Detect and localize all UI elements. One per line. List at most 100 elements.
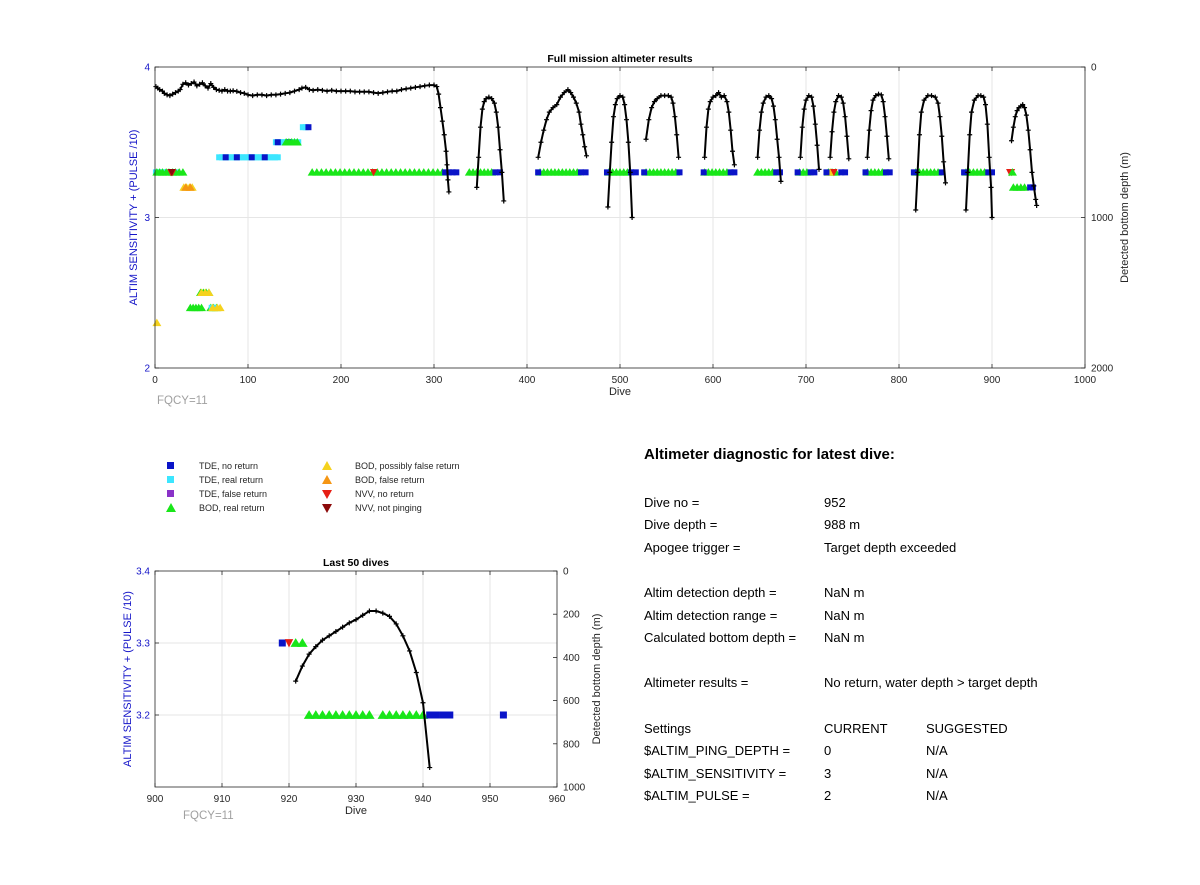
depth-point — [724, 99, 730, 105]
depth-point — [676, 154, 682, 160]
depth-point — [446, 189, 452, 195]
marker-bod-real-return — [178, 168, 188, 176]
diagnostic-panel: Altimeter diagnostic for latest dive: Di… — [644, 446, 1184, 816]
marker-tde-no-return — [582, 169, 589, 176]
depth-point — [1031, 183, 1037, 189]
marker-tde-no-return — [222, 154, 229, 161]
depth-point — [731, 162, 737, 168]
depth-point — [612, 102, 618, 108]
marker-tde-no-return — [499, 711, 507, 719]
depth-point — [868, 108, 874, 114]
depth-point — [580, 132, 586, 138]
legend-marker — [167, 490, 174, 497]
depth-point — [873, 93, 879, 99]
depth-point — [840, 100, 846, 106]
depth-point — [438, 105, 444, 111]
marker-tde-no-return — [823, 169, 830, 176]
marker-tde-no-return — [261, 154, 268, 161]
depth-point — [202, 83, 208, 89]
marker-tde-no-return — [961, 169, 968, 176]
marker-tde-no-return — [577, 169, 584, 176]
legend-label: TDE, false return — [199, 489, 268, 499]
diag-label-dive-depth: Dive depth = — [644, 517, 718, 532]
marker-nvv-no-return — [830, 169, 838, 177]
depth-point — [943, 180, 948, 186]
depth-point — [876, 91, 882, 97]
depth-point — [870, 97, 876, 103]
x-tick-label: 960 — [549, 794, 566, 805]
depth-point — [436, 91, 442, 97]
depth-point — [965, 169, 971, 175]
depth-point — [431, 82, 437, 88]
depth-point — [878, 92, 884, 98]
depth-point — [208, 81, 214, 87]
depth-point — [413, 670, 419, 676]
depth-point — [672, 114, 678, 120]
depth-point — [625, 139, 631, 145]
depth-point — [913, 207, 919, 213]
depth-point — [544, 117, 550, 123]
depth-point — [557, 94, 563, 100]
marker-tde-no-return — [676, 169, 683, 176]
x-tick-label: 900 — [984, 375, 1001, 386]
marker-bod-real-return — [197, 303, 206, 312]
marker-tde-no-return — [862, 169, 869, 176]
marker-bod-real-return — [417, 710, 429, 719]
depth-point — [385, 89, 390, 95]
y-tick-label: 3.3 — [136, 639, 150, 650]
x-axis-label: Dive — [609, 386, 631, 398]
depth-point — [668, 94, 674, 100]
x-tick-label: 200 — [333, 375, 350, 386]
diag-label-dive-no: Dive no = — [644, 495, 700, 510]
depth-point — [347, 88, 353, 94]
depth-point — [183, 80, 189, 86]
depth-point — [268, 92, 274, 98]
depth-point — [315, 87, 321, 93]
y2-tick-label: 200 — [563, 610, 580, 621]
setting-current-ping-depth: 0 — [824, 743, 832, 758]
marker-tde-no-return — [535, 169, 542, 176]
x-tick-label: 940 — [415, 794, 432, 805]
legend-marker — [166, 503, 176, 512]
y-tick-label: 2 — [144, 364, 150, 375]
depth-point — [216, 87, 222, 93]
depth-point — [306, 87, 312, 93]
marker-tde-no-return — [233, 154, 240, 161]
depth-point — [969, 109, 975, 115]
depth-point — [333, 628, 339, 634]
marker-tde-no-return — [838, 169, 845, 176]
marker-bod-real-return — [290, 638, 301, 647]
marker-tde-no-return — [453, 169, 460, 176]
x-tick-label: 500 — [612, 375, 629, 386]
depth-point — [238, 90, 244, 96]
y-tick-label: 3 — [144, 213, 150, 224]
chart-last-50: 900 910 920 930 940 950 960 3.2 3.3 3.4 0 200 400 600… — [122, 557, 603, 822]
depth-point — [427, 765, 433, 771]
setting-suggested-pulse: N/A — [926, 788, 948, 803]
depth-point — [1012, 114, 1018, 120]
depth-point — [417, 84, 423, 90]
depth-point — [984, 121, 990, 127]
depth-point — [219, 88, 225, 94]
x-tick-label: 950 — [482, 794, 499, 805]
depth-point — [287, 90, 293, 96]
x-tick-label: 920 — [281, 794, 298, 805]
legend-label: TDE, no return — [199, 461, 259, 471]
depth-point — [393, 621, 399, 627]
depth-point — [357, 89, 363, 95]
depth-point — [371, 90, 377, 96]
depth-point — [346, 620, 352, 626]
y-tick-label: 4 — [144, 63, 150, 74]
depth-point — [971, 97, 977, 103]
depth-point — [319, 87, 325, 93]
depth-point — [1020, 102, 1026, 108]
depth-point — [389, 88, 395, 94]
depth-point — [763, 94, 769, 100]
diag-value-altim-detection-depth: NaN m — [824, 585, 865, 600]
depth-point — [610, 114, 616, 120]
depth-point — [403, 86, 409, 92]
depth-point — [649, 105, 655, 111]
chart-title: Last 50 dives — [323, 557, 389, 569]
marker-tde-no-return — [989, 169, 995, 176]
x-tick-label: 600 — [705, 375, 722, 386]
